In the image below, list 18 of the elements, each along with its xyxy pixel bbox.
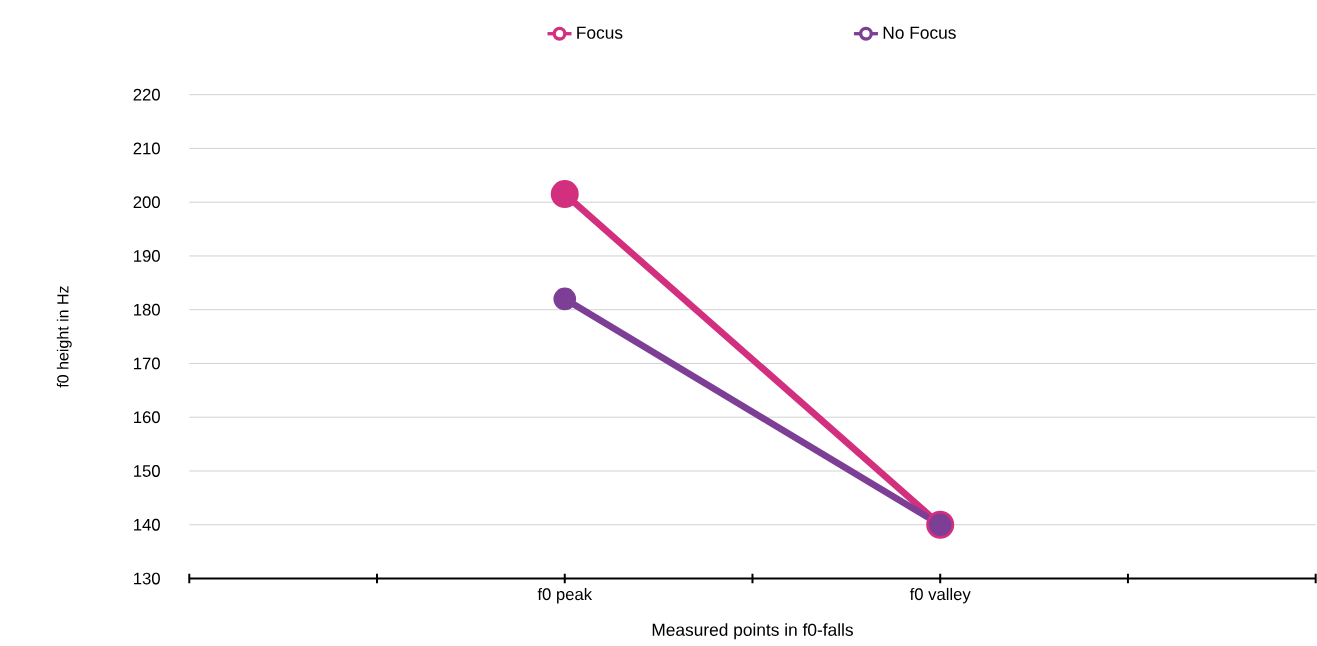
legend-label: No Focus — [883, 26, 956, 39]
y-tick-label: 180 — [134, 303, 160, 316]
y-tick-label: 140 — [134, 518, 160, 531]
y-tick-label: 130 — [134, 572, 160, 585]
y-tick-label: 210 — [133, 142, 160, 155]
y-tick-label: 200 — [133, 196, 160, 209]
x-axis-title: Measured points in f0-falls — [652, 623, 853, 640]
y-tick-label: 170 — [134, 357, 160, 370]
point — [553, 287, 577, 311]
y-tick-label: 150 — [134, 465, 160, 477]
x-tick-label: f0 valley — [909, 587, 971, 604]
point — [550, 180, 579, 209]
legend-label: Focus — [577, 26, 623, 39]
y-tick-label: 160 — [134, 411, 160, 424]
y-tick-label: 220 — [133, 88, 160, 101]
x-tick-label: f0 peak — [537, 587, 593, 604]
y-tick-label: 190 — [134, 250, 160, 262]
y-axis-title: f0 height in Hz — [56, 286, 72, 388]
